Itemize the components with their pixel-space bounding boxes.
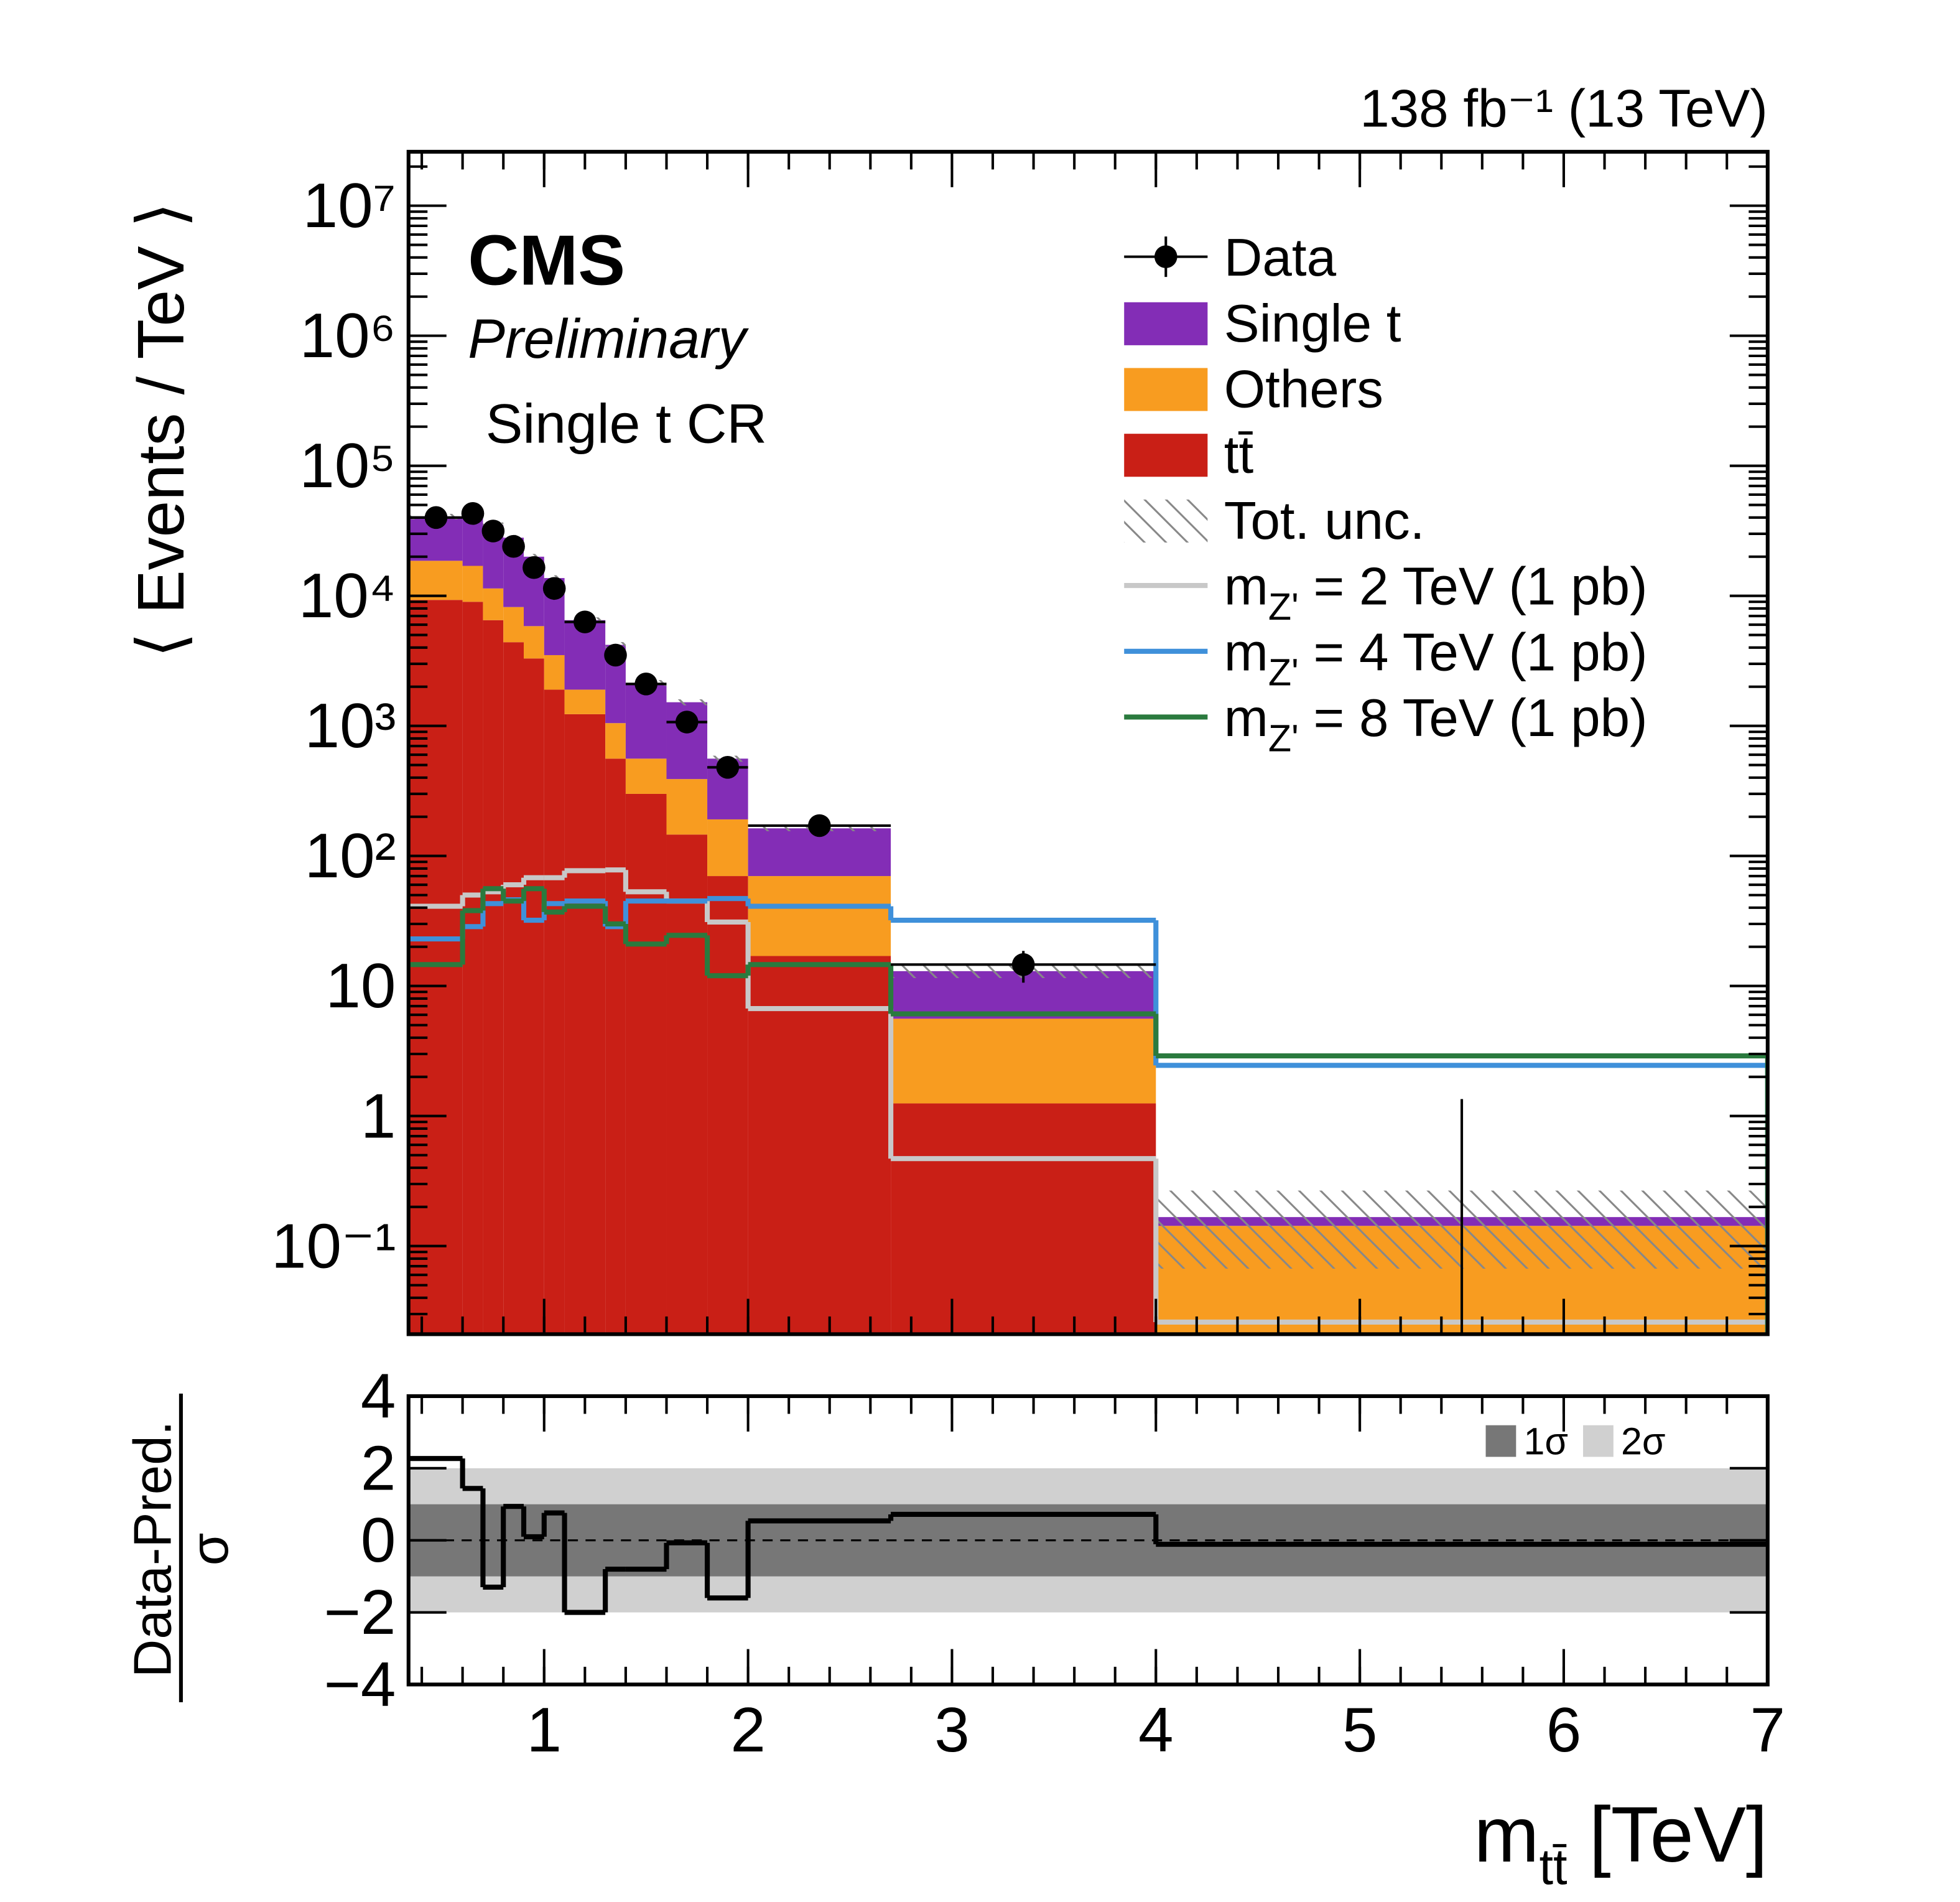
band-legend-swatch xyxy=(1485,1425,1516,1457)
y-tick-label: 4 xyxy=(361,1361,396,1432)
stack-segment xyxy=(462,602,483,1335)
stack-segment xyxy=(409,561,463,600)
data-point xyxy=(481,520,505,543)
legend-label: Tot. unc. xyxy=(1224,492,1425,551)
x-tick-label: 7 xyxy=(1750,1694,1786,1765)
stack-segment xyxy=(707,819,748,877)
stack-segment xyxy=(483,620,504,1335)
pull-y-title-numerator: Data-Pred. xyxy=(124,1421,183,1678)
legend-label: Data xyxy=(1224,228,1337,287)
legend-label: mZ' = 2 TeV (1 pb) xyxy=(1224,557,1648,628)
stack-segment xyxy=(564,714,606,1335)
stack-segment xyxy=(503,642,524,1335)
legend-label: Others xyxy=(1224,360,1383,419)
stack-segment xyxy=(891,1019,1156,1104)
legend-label: mZ' = 8 TeV (1 pb) xyxy=(1224,689,1648,759)
region-label: Single t CR xyxy=(486,392,767,454)
x-tick-label: 4 xyxy=(1138,1694,1174,1765)
x-axis-title: mtt̄ [TeV] xyxy=(1474,1791,1768,1896)
stack-segment xyxy=(625,758,667,794)
x-tick-label: 5 xyxy=(1342,1694,1378,1765)
y-tick-label: 10⁴ xyxy=(299,560,396,631)
y-axis-title: ⟨ Events / TeV ⟩ xyxy=(124,202,198,658)
data-point xyxy=(461,501,485,525)
legend-label: Single t xyxy=(1224,294,1401,353)
stack-segment xyxy=(544,655,565,690)
data-point xyxy=(424,506,448,529)
pull-y-title-denominator: σ xyxy=(180,1533,239,1566)
data-point xyxy=(604,643,627,667)
main-plot xyxy=(409,501,1768,1335)
data-point xyxy=(634,673,657,696)
stack-segment xyxy=(625,683,667,759)
data-point xyxy=(1011,953,1035,976)
stack-segment xyxy=(605,723,626,759)
stack-segment xyxy=(503,607,524,643)
stack-segment xyxy=(483,588,504,620)
legend-data-point xyxy=(1154,245,1177,268)
y-tick-label: 1 xyxy=(361,1080,396,1151)
y-tick-label: 10² xyxy=(305,820,396,891)
stack-segment xyxy=(564,689,606,714)
pull-plot xyxy=(408,1456,1768,1615)
stack-segment xyxy=(707,876,748,1335)
stack-segment xyxy=(544,689,565,1335)
stack-segment xyxy=(605,758,626,1335)
legend-swatch xyxy=(1124,434,1208,477)
data-point xyxy=(542,577,566,600)
stack-segment xyxy=(462,566,483,602)
x-tick-label: 3 xyxy=(934,1694,970,1765)
y-tick-label: −4 xyxy=(324,1649,396,1720)
stack-segment xyxy=(409,600,463,1335)
band-legend-label: 2σ xyxy=(1621,1420,1666,1462)
legend-label: tt̄ xyxy=(1224,426,1254,485)
legend-swatch xyxy=(1124,368,1208,411)
stack-segment xyxy=(625,793,667,1335)
frame xyxy=(406,149,1770,1336)
x-tick-label: 1 xyxy=(527,1694,562,1765)
uncertainty-band xyxy=(666,699,708,706)
y-tick-label: 2 xyxy=(361,1432,396,1503)
y-tick-label: 10⁵ xyxy=(299,430,396,501)
stack-segment xyxy=(891,1103,1156,1335)
stack-segment xyxy=(748,876,891,956)
x-tick-label: 2 xyxy=(730,1694,766,1765)
y-tick-label: 10⁶ xyxy=(300,300,396,371)
data-point xyxy=(808,814,831,837)
stack-segment xyxy=(748,956,891,1335)
stack-segment xyxy=(524,626,544,659)
legend-label: mZ' = 4 TeV (1 pb) xyxy=(1224,623,1648,693)
y-tick-label: 10⁻¹ xyxy=(271,1210,396,1281)
stack-segment xyxy=(524,658,544,1335)
band-legend-label: 1σ xyxy=(1524,1420,1569,1462)
y-tick-label: 10 xyxy=(325,950,396,1021)
cms-label: CMS xyxy=(468,221,625,300)
y-tick-label: 10⁷ xyxy=(303,170,396,241)
data-point xyxy=(675,711,699,734)
y-tick-label: 10³ xyxy=(305,690,396,761)
data-point xyxy=(502,534,525,558)
data-point xyxy=(523,556,546,579)
y-tick-label: −2 xyxy=(324,1577,396,1648)
legend-swatch xyxy=(1124,302,1208,345)
y-tick-label: 0 xyxy=(361,1504,396,1575)
lumi-label: 138 fb⁻¹ (13 TeV) xyxy=(1360,79,1768,138)
stack-segment xyxy=(666,834,708,1335)
data-point xyxy=(574,610,597,633)
stack-segment xyxy=(666,779,708,835)
band-legend-swatch xyxy=(1583,1425,1614,1457)
data-point xyxy=(716,756,740,779)
x-tick-label: 6 xyxy=(1546,1694,1582,1765)
legend-swatch xyxy=(1124,499,1208,543)
preliminary-label: Preliminary xyxy=(468,307,749,370)
